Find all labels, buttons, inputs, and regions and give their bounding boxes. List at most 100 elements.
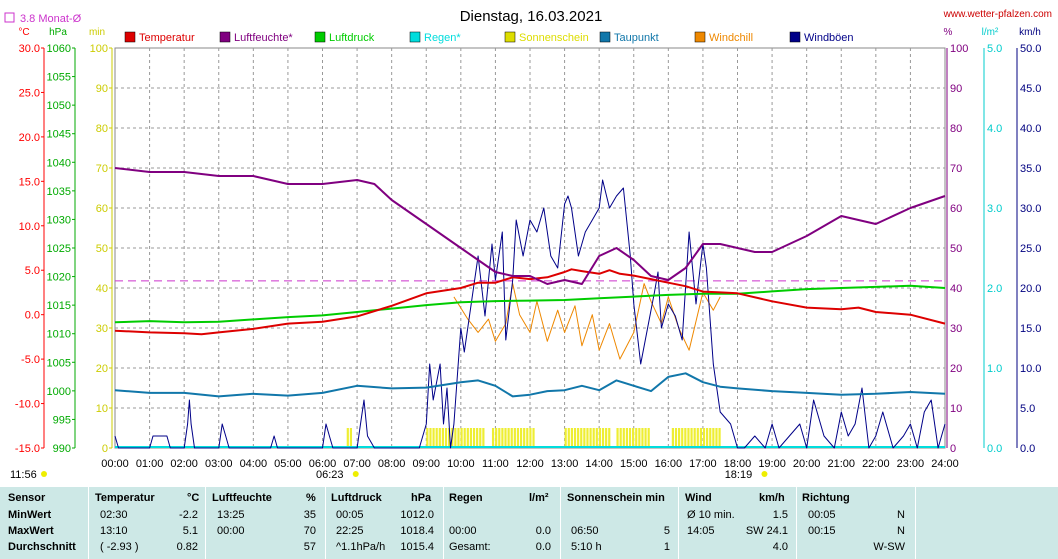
temp_c-tick: -10.0	[15, 399, 40, 411]
rain_lm2-tick: 1.0	[987, 363, 1002, 375]
wind_kmh-tick: 40.0	[1020, 123, 1041, 135]
sunshine-bar	[616, 428, 619, 448]
stats-press-val: 1015.4	[400, 541, 434, 553]
sun-icon	[41, 471, 47, 477]
x-axis: 00:00 01:00 02:00 03:00 04:00 05:00 06:00 07:00…	[10, 458, 959, 481]
humidity_pct-tick: 80	[950, 123, 962, 135]
temp_c-tick: 30.0	[19, 43, 40, 55]
legend-label: Luftfeuchte*	[234, 32, 293, 44]
sunshine-bar	[632, 428, 635, 448]
legend-swatch	[789, 31, 801, 43]
sunset-label: 18:19	[725, 469, 753, 481]
stats-rain-time: 00:00	[449, 525, 477, 537]
sunshine-bar	[457, 428, 460, 448]
x-tick: 24:00	[931, 458, 959, 470]
temp_c-tick: 20.0	[19, 132, 40, 144]
stats-hum-val: 57	[303, 541, 316, 553]
sun-icon	[761, 471, 768, 477]
header-sun: Sonnenschein min	[567, 492, 665, 504]
header-press-unit: hPa	[411, 492, 432, 504]
humidity_pct-tick: 50	[950, 243, 962, 255]
sunshine-bar	[595, 428, 598, 448]
sunshine-bar	[622, 428, 625, 448]
pressure_hpa-tick: 1060	[47, 43, 71, 55]
sunshine-bar	[469, 428, 473, 448]
sunshine_min-tick: 30	[96, 323, 108, 335]
stats-wind-val: 4.0	[772, 541, 788, 553]
header-wind: Wind	[685, 492, 712, 504]
header-hum-unit: %	[306, 492, 316, 504]
pressure_hpa-tick: 1030	[47, 214, 71, 226]
pressure_hpa-tick: 1035	[47, 186, 71, 198]
sunshine-bar	[495, 428, 498, 448]
x-tick: 11:00	[482, 458, 509, 470]
sunshine_min-tick: 50	[96, 243, 108, 255]
legend-label: Regen*	[424, 32, 461, 44]
sunshine-bar	[346, 428, 349, 448]
sunshine-bar	[644, 428, 647, 448]
wind_kmh-tick: 20.0	[1020, 283, 1041, 295]
monthly-avg-box	[4, 12, 15, 23]
sunshine_min-tick: 40	[96, 283, 108, 295]
x-tick: 05:00	[274, 458, 302, 470]
sunshine_min-tick: 10	[96, 403, 108, 415]
stats-dir-val: W-SW	[873, 541, 905, 553]
sunshine-bar	[641, 428, 644, 448]
sunshine-bar	[516, 428, 520, 448]
sunshine-bar	[580, 428, 583, 448]
wind_kmh-tick: 5.0	[1020, 403, 1035, 415]
sunrise-label: 06:23	[316, 469, 344, 481]
sunshine_min-tick: 100	[90, 43, 108, 55]
x-tick: 12:00	[516, 458, 544, 470]
pressure_hpa-tick: 1050	[47, 100, 71, 112]
wind_kmh-tick: 15.0	[1020, 323, 1041, 335]
stats-rain-time: Gesamt:	[449, 541, 491, 553]
stats-hum-time: 13:25	[217, 509, 245, 521]
sunshine-bar	[570, 428, 574, 448]
sunshine-bar	[476, 428, 479, 448]
legend: Temperatur Luftfeuchte* Luftdruck Regen* Son…	[124, 31, 854, 44]
sunshine-bar	[718, 428, 721, 448]
x-tick: 00:00	[101, 458, 129, 470]
sunshine-bar	[532, 428, 535, 448]
humidity_pct-tick: 0	[950, 443, 956, 455]
sunshine-bar	[696, 428, 699, 448]
sunshine-bar	[564, 428, 567, 448]
series-taupunkt	[114, 372, 946, 398]
x-tick: 15:00	[620, 458, 648, 470]
x-tick: 23:00	[897, 458, 925, 470]
sunshine-bar	[601, 428, 605, 448]
sunshine_min-tick: 90	[96, 83, 108, 95]
sunshine-bar	[706, 428, 709, 448]
sunshine-bar	[513, 428, 516, 448]
x-tick: 14:00	[585, 458, 613, 470]
stats-rain-val: 0.0	[535, 525, 551, 537]
sunshine_min-unit: min	[89, 27, 105, 38]
legend-label: Windchill	[709, 32, 753, 44]
legend-label: Taupunkt	[614, 32, 659, 44]
stats-temp-time: 02:30	[100, 509, 128, 521]
sun-icon	[352, 471, 359, 477]
temp_c-tick: 25.0	[19, 87, 40, 99]
site-link[interactable]: www.wetter-pfalzen.com	[943, 9, 1052, 20]
sunshine-bar	[586, 428, 589, 448]
sunshine-bar	[605, 428, 608, 448]
stats-wind-val: SW 24.1	[745, 525, 788, 537]
header-sensor: Sensor	[8, 492, 46, 504]
humidity_pct-tick: 20	[950, 363, 962, 375]
rain_lm2-tick: 4.0	[987, 123, 1002, 135]
x-tick: 08:00	[378, 458, 406, 470]
pressure_hpa-tick: 1025	[47, 243, 71, 255]
stats-dir-val: N	[897, 525, 905, 537]
sunshine-bar	[507, 428, 510, 448]
sunshine-bar	[681, 428, 684, 448]
sunshine-bar	[432, 428, 435, 448]
sunshine-bar	[448, 428, 451, 448]
series-luftfeuchte	[114, 167, 946, 285]
humidity_pct-unit: %	[944, 27, 953, 38]
sunshine-bar	[712, 428, 715, 448]
stats-label: MinWert	[8, 509, 52, 521]
sunshine_min-tick: 60	[96, 203, 108, 215]
sunshine-bar	[573, 428, 577, 448]
legend-swatch	[504, 31, 516, 43]
